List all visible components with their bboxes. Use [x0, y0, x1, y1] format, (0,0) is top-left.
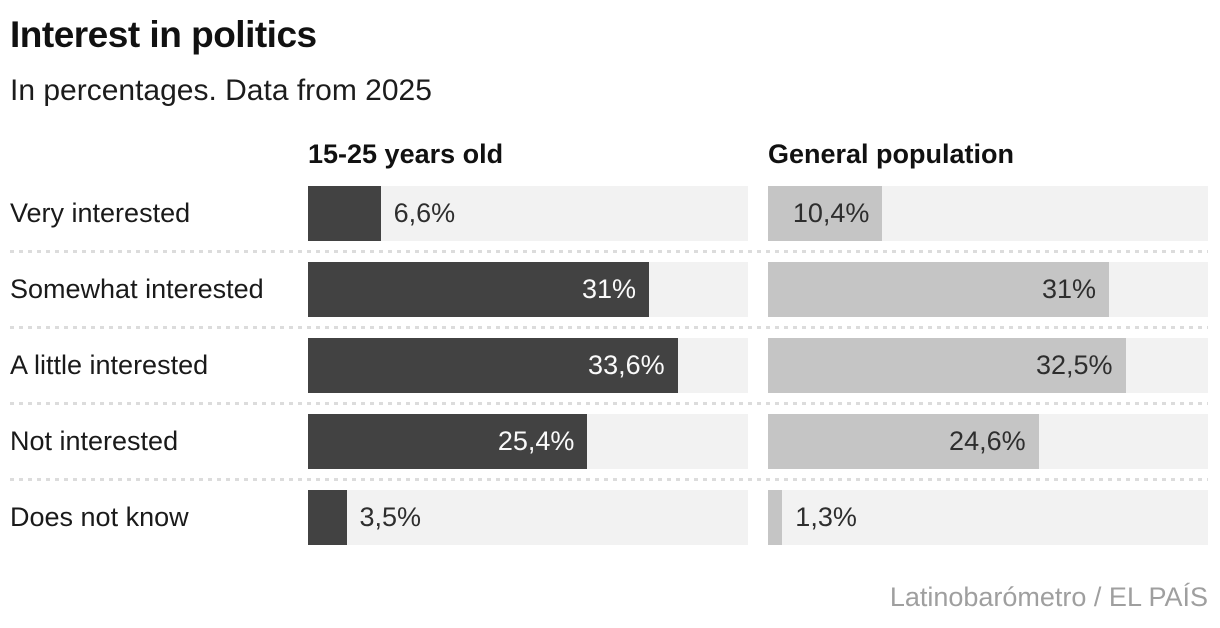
- bar-general: [768, 186, 883, 241]
- bar-track-youth: 25,4%: [308, 414, 748, 469]
- category-label: A little interested: [10, 350, 209, 380]
- dotted-line: [10, 478, 1208, 481]
- bar-value-label: 10,4%: [792, 198, 870, 228]
- row-separator: [10, 241, 1208, 262]
- row-separator: [10, 317, 1208, 338]
- bar-value-label: 6,6%: [393, 198, 456, 228]
- bar-value-label: 25,4%: [497, 426, 575, 456]
- bar-value-label: 31%: [581, 274, 636, 304]
- category-label: Does not know: [10, 502, 189, 532]
- source-credit: Latinobarómetro / EL PAÍS: [889, 582, 1208, 612]
- dotted-line: [10, 402, 1208, 405]
- bar-track-general: 32,5%: [768, 338, 1208, 393]
- bar-track-general: 10,4%: [768, 186, 1208, 241]
- bar-youth: [308, 338, 678, 393]
- bar-value-label: 31%: [1041, 274, 1096, 304]
- bar-general: [768, 490, 783, 545]
- bar-youth: [308, 262, 649, 317]
- bar-track-general: 24,6%: [768, 414, 1208, 469]
- bar-track-youth: 31%: [308, 262, 748, 317]
- chart-body: Very interested 6,6% 10,4% Somewhat interes…: [10, 186, 1208, 545]
- bar-track-youth: 33,6%: [308, 338, 748, 393]
- row-separator: [10, 469, 1208, 490]
- category-label: Very interested: [10, 198, 191, 228]
- bar-value-label: 24,6%: [949, 426, 1026, 456]
- bar-general: [768, 414, 1039, 469]
- chart-row: Does not know 3,5% 1,3%: [10, 490, 1208, 545]
- chart-row: A little interested 33,6% 32,5%: [10, 338, 1208, 393]
- chart-row: Not interested 25,4% 24,6%: [10, 414, 1208, 469]
- chart-row: Very interested 6,6% 10,4%: [10, 186, 1208, 241]
- row-separator: [10, 393, 1208, 414]
- bar-general: [768, 338, 1126, 393]
- bar-youth: [308, 414, 588, 469]
- chart-row: Somewhat interested 31% 31%: [10, 262, 1208, 317]
- dotted-line: [10, 250, 1208, 253]
- bar-track-youth: 3,5%: [308, 490, 748, 545]
- category-label: Not interested: [10, 426, 179, 456]
- bar-value-label: 32,5%: [1035, 350, 1113, 380]
- chart-title: Interest in politics: [10, 14, 317, 55]
- bar-track-general: 31%: [768, 262, 1208, 317]
- bar-value-label: 33,6%: [588, 350, 665, 380]
- chart-subtitle: In percentages. Data from 2025: [10, 74, 432, 107]
- bar-youth: [308, 490, 347, 545]
- category-label: Somewhat interested: [10, 274, 264, 304]
- bar-track-youth: 6,6%: [308, 186, 748, 241]
- dotted-line: [10, 326, 1208, 329]
- bar-value-label: 1,3%: [795, 502, 857, 532]
- series-header-general: General population: [768, 139, 1015, 169]
- bar-track-general: 1,3%: [768, 490, 1208, 545]
- series-header-youth: 15-25 years old: [308, 139, 504, 169]
- bar-general: [768, 262, 1109, 317]
- bar-value-label: 3,5%: [359, 502, 422, 532]
- bar-youth: [308, 186, 381, 241]
- series-headers: 15-25 years old General population: [10, 139, 1208, 171]
